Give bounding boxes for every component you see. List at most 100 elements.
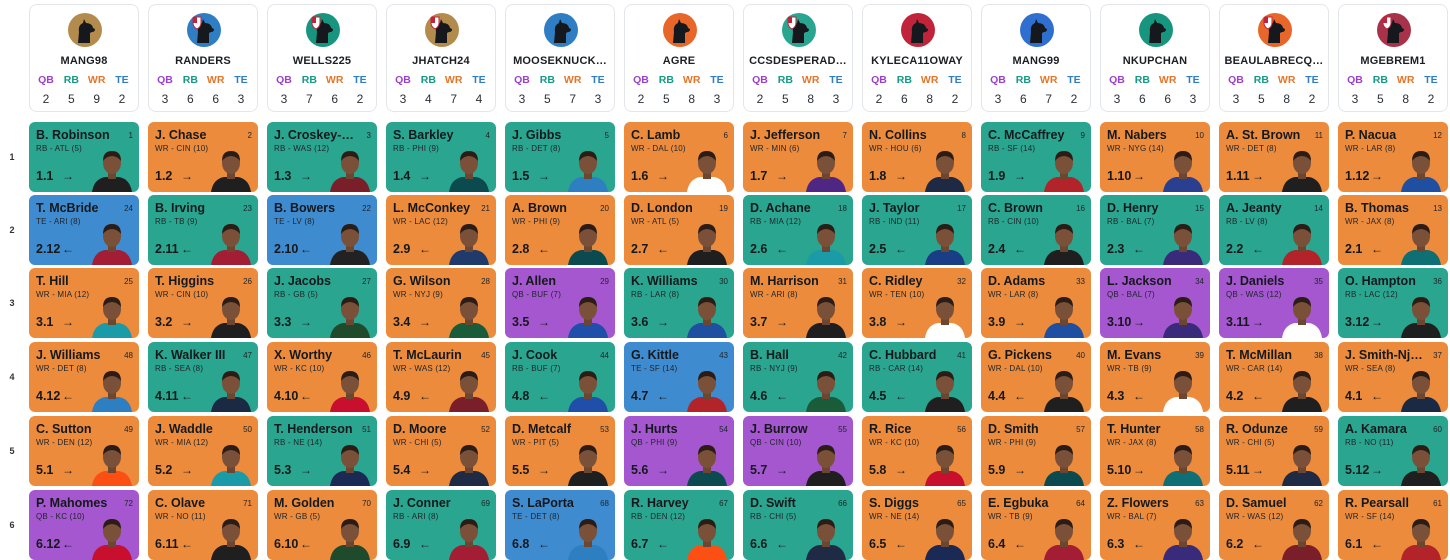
pick-card[interactable]: C. Olave 71 WR - NO (11) 6.11 ← <box>148 490 258 560</box>
pick-card[interactable]: M. Harrison 31 WR - ARI (8) 3.7 → <box>743 268 853 338</box>
arrow-right-icon: → <box>1371 463 1383 477</box>
pick-card[interactable]: P. Mahomes 72 QB - KC (10) 6.12 ← <box>29 490 139 560</box>
pick-card[interactable]: A. St. Brown 11 WR - DET (8) 1.11 → <box>1219 122 1329 192</box>
pick-card[interactable]: N. Collins 8 WR - HOU (6) 1.8 → <box>862 122 972 192</box>
count-rb: 6 <box>900 92 908 106</box>
pick-card[interactable]: J. Cook 44 RB - BUF (7) 4.8 ← <box>505 342 615 412</box>
team-card[interactable]: BEAULABRECQ… QB RB WR TE 3 5 8 2 <box>1219 4 1329 112</box>
round-label: 6 <box>9 520 15 530</box>
pick-card[interactable]: A. Brown 20 WR - PHI (9) 2.8 ← <box>505 195 615 265</box>
pick-card[interactable]: D. Henry 15 RB - BAL (7) 2.3 ← <box>1100 195 1210 265</box>
pick-card[interactable]: J. Chase 2 WR - CIN (10) 1.2 → <box>148 122 258 192</box>
pick-card[interactable]: K. Walker III 47 RB - SEA (8) 4.11 ← <box>148 342 258 412</box>
pick-card[interactable]: E. Egbuka 64 WR - TB (9) 6.4 ← <box>981 490 1091 560</box>
pick-card[interactable]: B. Irving 23 RB - TB (9) 2.11 ← <box>148 195 258 265</box>
pick-card[interactable]: J. Conner 69 RB - ARI (8) 6.9 ← <box>386 490 496 560</box>
pick-card[interactable]: A. Kamara 60 RB - NO (11) 5.12 → <box>1338 416 1448 486</box>
team-card[interactable]: NKUPCHAN QB RB WR TE 3 6 6 3 <box>1100 4 1210 112</box>
team-card[interactable]: WELLS225 QB RB WR TE 3 7 6 2 <box>267 4 377 112</box>
pick-card[interactable]: G. Kittle 43 TE - SF (14) 4.7 ← <box>624 342 734 412</box>
pick-card[interactable]: C. Brown 16 RB - CIN (10) 2.4 ← <box>981 195 1091 265</box>
pick-card[interactable]: R. Harvey 67 RB - DEN (12) 6.7 ← <box>624 490 734 560</box>
pick-card[interactable]: B. Bowers 22 TE - LV (8) 2.10 ← <box>267 195 377 265</box>
team-card[interactable]: MANG99 QB RB WR TE 3 6 7 2 <box>981 4 1091 112</box>
pick-card[interactable]: C. Hubbard 41 RB - CAR (14) 4.5 ← <box>862 342 972 412</box>
pick-card[interactable]: J. Gibbs 5 RB - DET (8) 1.5 → <box>505 122 615 192</box>
pick-card[interactable]: S. Diggs 65 WR - NE (14) 6.5 ← <box>862 490 972 560</box>
pick-card[interactable]: T. McBride 24 TE - ARI (8) 2.12 ← <box>29 195 139 265</box>
position-label-te: TE <box>115 74 129 86</box>
pick-card[interactable]: R. Pearsall 61 WR - SF (14) 6.1 ← <box>1338 490 1448 560</box>
pick-card[interactable]: C. Lamb 6 WR - DAL (10) 1.6 → <box>624 122 734 192</box>
team-card[interactable]: KYLECA11OWAY QB RB WR TE 2 6 8 2 <box>862 4 972 112</box>
pick-card[interactable]: T. McMillan 38 WR - CAR (14) 4.2 ← <box>1219 342 1329 412</box>
pick-card[interactable]: J. Croskey-M… 3 RB - WAS (12) 1.3 → <box>267 122 377 192</box>
pick-card[interactable]: D. Samuel 62 WR - WAS (12) 6.2 ← <box>1219 490 1329 560</box>
team-card[interactable]: MOOSEKNUCK… QB RB WR TE 3 5 7 3 <box>505 4 615 112</box>
team-card[interactable]: JHATCH24 QB RB WR TE 3 4 7 4 <box>386 4 496 112</box>
pick-card[interactable]: L. Jackson 34 QB - BAL (7) 3.10 → <box>1100 268 1210 338</box>
pick-card[interactable]: C. Sutton 49 WR - DEN (12) 5.1 → <box>29 416 139 486</box>
pick-card[interactable]: J. Jacobs 27 RB - GB (5) 3.3 → <box>267 268 377 338</box>
pick-card[interactable]: J. Hurts 54 QB - PHI (9) 5.6 → <box>624 416 734 486</box>
team-card[interactable]: RANDERS QB RB WR TE 3 6 6 3 <box>148 4 258 112</box>
pick-card[interactable]: P. Nacua 12 WR - LAR (8) 1.12 → <box>1338 122 1448 192</box>
pick-card[interactable]: B. Robinson 1 RB - ATL (5) 1.1 → <box>29 122 139 192</box>
pick-card[interactable]: D. Moore 52 WR - CHI (5) 5.4 → <box>386 416 496 486</box>
pick-card[interactable]: C. McCaffrey 9 RB - SF (14) 1.9 → <box>981 122 1091 192</box>
pick-card[interactable]: G. Pickens 40 WR - DAL (10) 4.4 ← <box>981 342 1091 412</box>
pick-card[interactable]: D. Achane 18 RB - MIA (12) 2.6 ← <box>743 195 853 265</box>
position-label-rb: RB <box>301 74 317 86</box>
pick-card[interactable]: T. Higgins 26 WR - CIN (10) 3.2 → <box>148 268 258 338</box>
pick-slot: 5.11 <box>1226 463 1250 477</box>
pick-card[interactable]: J. Daniels 35 QB - WAS (12) 3.11 → <box>1219 268 1329 338</box>
team-card[interactable]: MANG98 QB RB WR TE 2 5 9 2 <box>29 4 139 112</box>
pick-card[interactable]: D. London 19 WR - ATL (5) 2.7 ← <box>624 195 734 265</box>
pick-card[interactable]: T. McLaurin 45 WR - WAS (12) 4.9 ← <box>386 342 496 412</box>
player-position-team: RB - WAS (12) <box>274 144 330 153</box>
pick-card[interactable]: J. Taylor 17 RB - IND (11) 2.5 ← <box>862 195 972 265</box>
pick-card[interactable]: D. Smith 57 WR - PHI (9) 5.9 → <box>981 416 1091 486</box>
pick-card[interactable]: M. Evans 39 WR - TB (9) 4.3 ← <box>1100 342 1210 412</box>
pick-card[interactable]: L. McConkey 21 WR - LAC (12) 2.9 ← <box>386 195 496 265</box>
team-card[interactable]: CCSDESPERAD… QB RB WR TE 2 5 8 3 <box>743 4 853 112</box>
pick-card[interactable]: J. Smith-Njig… 37 WR - SEA (8) 4.1 ← <box>1338 342 1448 412</box>
team-card[interactable]: AGRE QB RB WR TE 2 5 8 3 <box>624 4 734 112</box>
position-labels: QB RB WR TE <box>155 74 251 86</box>
pick-card[interactable]: Z. Flowers 63 WR - BAL (7) 6.3 ← <box>1100 490 1210 560</box>
pick-card[interactable]: M. Nabers 10 WR - NYG (14) 1.10 → <box>1100 122 1210 192</box>
player-name: S. Diggs <box>869 496 920 510</box>
pick-card[interactable]: O. Hampton 36 RB - LAC (12) 3.12 → <box>1338 268 1448 338</box>
pick-card[interactable]: J. Allen 29 QB - BUF (7) 3.5 → <box>505 268 615 338</box>
pick-card[interactable]: D. Adams 33 WR - LAR (8) 3.9 → <box>981 268 1091 338</box>
pick-card[interactable]: X. Worthy 46 WR - KC (10) 4.10 ← <box>267 342 377 412</box>
pick-card[interactable]: D. Metcalf 53 WR - PIT (5) 5.5 → <box>505 416 615 486</box>
pick-card[interactable]: S. Barkley 4 RB - PHI (9) 1.4 → <box>386 122 496 192</box>
player-position-team: WR - CHI (5) <box>1226 438 1275 447</box>
pick-card[interactable]: G. Wilson 28 WR - NYJ (9) 3.4 → <box>386 268 496 338</box>
team-card[interactable]: MGEBREM1 QB RB WR TE 3 5 8 2 <box>1338 4 1448 112</box>
pick-card[interactable]: M. Golden 70 WR - GB (5) 6.10 ← <box>267 490 377 560</box>
pick-card[interactable]: J. Waddle 50 WR - MIA (12) 5.2 → <box>148 416 258 486</box>
pick-card[interactable]: J. Burrow 55 QB - CIN (10) 5.7 → <box>743 416 853 486</box>
pick-card[interactable]: B. Thomas 13 WR - JAX (8) 2.1 ← <box>1338 195 1448 265</box>
player-name: J. Conner <box>393 496 451 510</box>
player-position-team: WR - NO (11) <box>155 512 206 521</box>
arrow-right-icon: → <box>895 463 907 477</box>
pick-card[interactable]: B. Hall 42 RB - NYJ (9) 4.6 ← <box>743 342 853 412</box>
pick-card[interactable]: T. Hill 25 WR - MIA (12) 3.1 → <box>29 268 139 338</box>
pick-card[interactable]: J. Jefferson 7 WR - MIN (6) 1.7 → <box>743 122 853 192</box>
pick-card[interactable]: S. LaPorta 68 TE - DET (8) 6.8 ← <box>505 490 615 560</box>
pick-card[interactable]: R. Odunze 59 WR - CHI (5) 5.11 → <box>1219 416 1329 486</box>
pick-card[interactable]: R. Rice 56 WR - KC (10) 5.8 → <box>862 416 972 486</box>
player-position-team: WR - LAR (8) <box>988 290 1039 299</box>
pick-card[interactable]: D. Swift 66 RB - CHI (5) 6.6 ← <box>743 490 853 560</box>
pick-card[interactable]: K. Williams 30 RB - LAR (8) 3.6 → <box>624 268 734 338</box>
pick-card[interactable]: T. Henderson 51 RB - NE (14) 5.3 → <box>267 416 377 486</box>
pick-card[interactable]: A. Jeanty 14 RB - LV (8) 2.2 ← <box>1219 195 1329 265</box>
pick-card[interactable]: J. Williams 48 WR - DET (8) 4.12 ← <box>29 342 139 412</box>
position-label-rb: RB <box>539 74 555 86</box>
pick-card[interactable]: T. Hunter 58 WR - JAX (8) 5.10 → <box>1100 416 1210 486</box>
arrow-right-icon: → <box>1371 315 1383 329</box>
pick-card[interactable]: C. Ridley 32 WR - TEN (10) 3.8 → <box>862 268 972 338</box>
